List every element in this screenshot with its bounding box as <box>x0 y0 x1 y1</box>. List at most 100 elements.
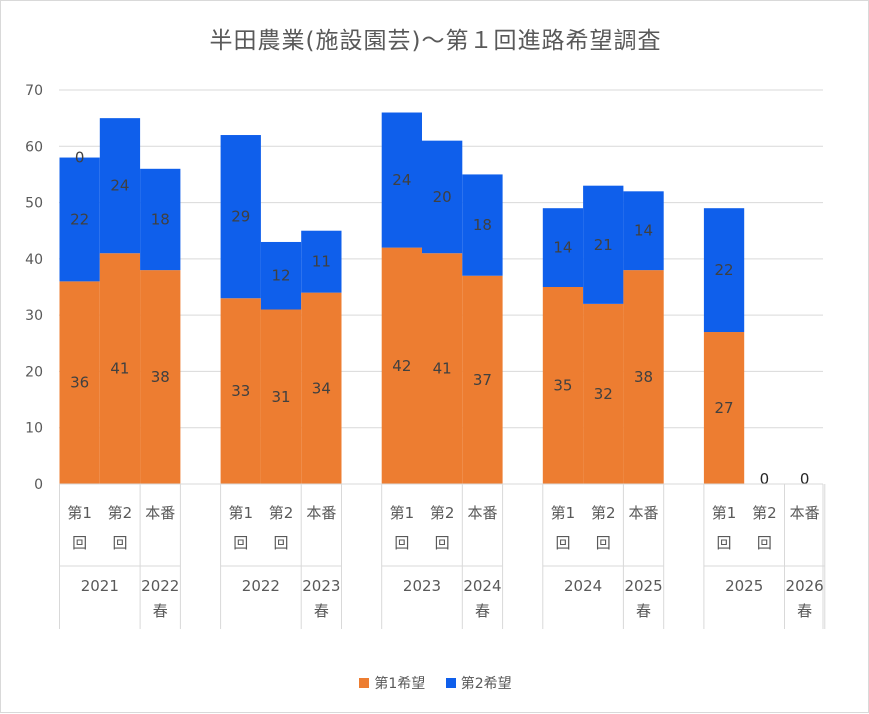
x-tick-label: 第1 <box>551 504 576 522</box>
data-label-second: 24 <box>110 177 129 195</box>
legend-item-second: 第2希望 <box>445 673 512 693</box>
y-tick-label: 20 <box>25 364 43 380</box>
data-label-zero: 0 <box>800 470 810 488</box>
data-label-second: 12 <box>272 267 291 285</box>
legend-item-first: 第1希望 <box>359 673 425 693</box>
data-label-first: 42 <box>392 357 411 375</box>
x-group-label: 2026 <box>786 577 824 595</box>
x-tick-label: 回 <box>274 534 289 552</box>
y-tick-label: 30 <box>25 308 43 324</box>
x-group-label: 2022 <box>141 577 179 595</box>
x-group-label: 春 <box>636 602 651 620</box>
data-label-second: 24 <box>392 171 411 189</box>
bar-second <box>381 112 422 248</box>
bar-first <box>542 287 584 484</box>
bar-first <box>623 270 664 484</box>
legend-label-first: 第1希望 <box>374 676 426 692</box>
bar-second <box>703 208 745 333</box>
x-group-label: 2024 <box>463 577 501 595</box>
data-label-first: 38 <box>151 368 170 386</box>
data-label-second: 22 <box>70 210 89 228</box>
bar-first <box>583 303 624 484</box>
x-tick-label: 第1 <box>228 504 253 522</box>
data-label-first: 34 <box>312 379 331 397</box>
bar-first <box>703 332 745 484</box>
legend-swatch-first <box>359 678 370 688</box>
y-tick-label: 0 <box>34 477 43 493</box>
x-tick-label: 回 <box>757 534 772 552</box>
x-group-label: 2023 <box>302 577 340 595</box>
data-label-zero: 0 <box>75 149 85 167</box>
data-label-second: 18 <box>151 210 170 228</box>
x-tick-label: 本番 <box>629 504 659 522</box>
bar-second <box>422 140 463 254</box>
x-tick-label: 本番 <box>306 504 336 522</box>
x-tick-label: 第1 <box>390 504 415 522</box>
bar-first <box>99 253 141 484</box>
y-tick-label: 40 <box>25 252 43 268</box>
data-label-first: 37 <box>473 371 492 389</box>
legend: 第1希望 第2希望 <box>1 673 869 693</box>
data-label-second: 29 <box>231 208 250 226</box>
x-group-label: 春 <box>153 602 168 620</box>
x-group-label: 2025 <box>624 577 662 595</box>
x-tick-label: 第2 <box>269 504 294 522</box>
data-label-second: 14 <box>634 222 653 240</box>
y-tick-label: 70 <box>25 83 43 99</box>
data-label-first: 36 <box>70 374 89 392</box>
x-group-label: 春 <box>475 602 490 620</box>
data-label-second: 20 <box>433 188 452 206</box>
chart-title: 半田農業(施設園芸)～第１回進路希望調査 <box>209 28 662 54</box>
x-tick-label: 第2 <box>752 504 777 522</box>
y-tick-label: 10 <box>25 421 43 437</box>
x-group-label: 2024 <box>564 577 602 595</box>
bar-second <box>462 174 503 276</box>
bar-first <box>422 253 463 484</box>
bar-first <box>301 292 342 484</box>
data-label-first: 33 <box>231 382 250 400</box>
x-tick-label: 回 <box>112 534 127 552</box>
x-tick-label: 回 <box>233 534 248 552</box>
bar-second <box>301 230 342 293</box>
bar-second <box>59 157 100 282</box>
data-label-first: 27 <box>715 399 734 417</box>
x-tick-label: 回 <box>435 534 450 552</box>
x-group-label: 2021 <box>81 577 119 595</box>
bar-second <box>542 208 584 287</box>
data-label-second: 22 <box>715 261 734 279</box>
legend-label-second: 第2希望 <box>460 676 512 692</box>
data-label-second: 18 <box>473 216 492 234</box>
data-label-second: 21 <box>594 236 613 254</box>
bar-second <box>623 191 664 271</box>
x-tick-label: 第2 <box>430 504 455 522</box>
x-tick-label: 本番 <box>790 504 820 522</box>
x-tick-label: 第2 <box>108 504 133 522</box>
y-tick-label: 50 <box>25 196 43 212</box>
bar-second <box>99 118 141 254</box>
data-label-zero: 0 <box>760 470 770 488</box>
x-group-label: 春 <box>314 602 329 620</box>
data-label-second: 14 <box>553 239 572 257</box>
x-tick-label: 回 <box>555 534 570 552</box>
legend-swatch-second <box>445 678 456 688</box>
bar-first <box>140 270 181 484</box>
x-group-label: 春 <box>797 602 812 620</box>
y-tick-label: 60 <box>25 139 43 155</box>
bar-second <box>220 135 261 299</box>
data-label-first: 31 <box>272 388 291 406</box>
bar-first <box>462 275 503 484</box>
bar-first <box>220 298 261 484</box>
x-tick-label: 本番 <box>145 504 175 522</box>
data-label-second: 11 <box>312 253 331 271</box>
bar-second <box>140 168 181 271</box>
x-tick-label: 第1 <box>712 504 737 522</box>
bar-second <box>583 185 624 304</box>
x-tick-label: 回 <box>717 534 732 552</box>
bar-first <box>260 309 302 484</box>
bar-first <box>59 281 100 484</box>
x-group-label: 2022 <box>242 577 280 595</box>
data-label-first: 41 <box>110 360 129 378</box>
x-tick-label: 第1 <box>67 504 92 522</box>
